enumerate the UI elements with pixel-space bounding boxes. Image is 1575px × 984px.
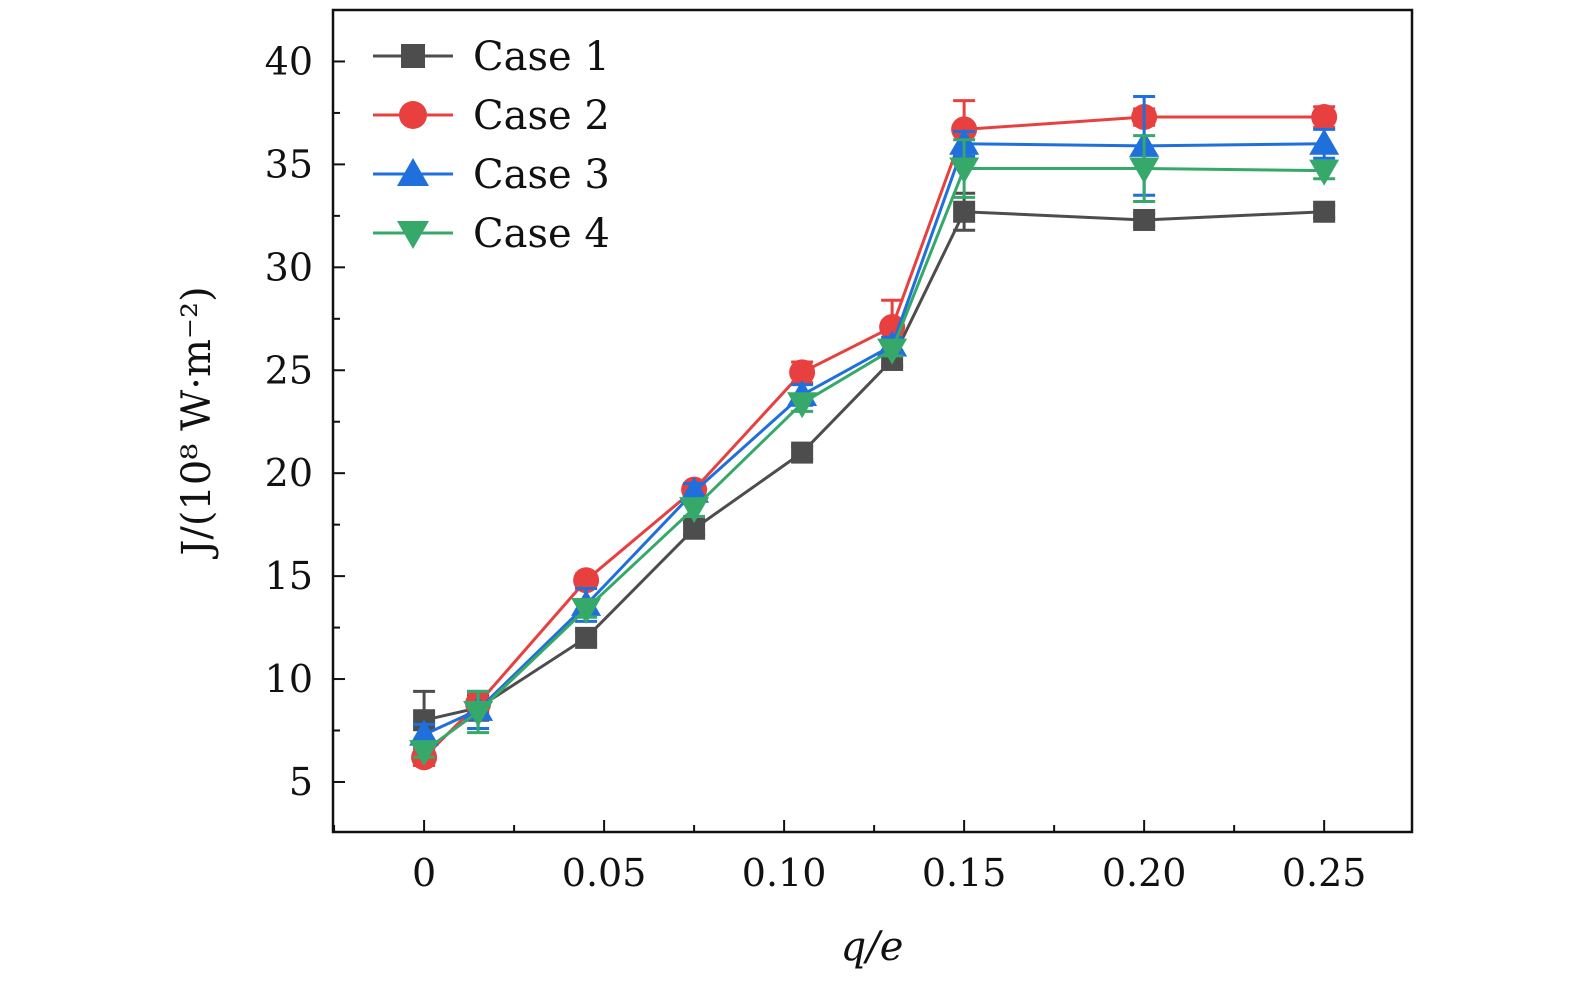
legend-item: Case 3 <box>373 152 610 198</box>
marker-square <box>401 44 425 68</box>
y-tick-label: 30 <box>265 245 313 289</box>
x-tick-label: 0.20 <box>1102 851 1187 895</box>
legend-label: Case 2 <box>473 93 610 139</box>
legend-label: Case 4 <box>473 211 610 257</box>
axes: 0 0.05 0.10 0.15 0.20 0.25 5 10 15 20 25 30 35 40 <box>265 39 1367 895</box>
legend-label: Case 3 <box>473 152 610 198</box>
legend-item: Case 1 <box>373 34 610 80</box>
marker-square <box>1313 200 1336 223</box>
y-tick-label: 20 <box>265 451 313 495</box>
marker-circle <box>1311 104 1338 131</box>
plot-marks <box>409 94 1340 771</box>
marker-circle <box>789 359 816 386</box>
marker-triangle-down <box>787 392 818 419</box>
marker-triangle-down <box>877 338 908 365</box>
marker-triangle-up <box>1309 128 1340 155</box>
legend-label: Case 1 <box>473 34 610 80</box>
marker-triangle-up <box>409 719 440 746</box>
marker-triangle-down <box>409 740 440 767</box>
series-case-2 <box>411 99 1338 771</box>
marker-square <box>791 441 814 464</box>
marker-square <box>953 200 976 223</box>
series-case-1 <box>413 191 1336 751</box>
legend-item: Case 4 <box>373 211 610 257</box>
x-tick-label: 0.05 <box>562 851 647 895</box>
y-axis-label: J/(10⁸ W·m⁻²) <box>174 286 220 559</box>
x-tick-label: 0 <box>412 851 436 895</box>
series-line <box>423 210 1325 722</box>
y-tick-label: 5 <box>289 760 313 804</box>
y-tick-label: 35 <box>265 142 313 186</box>
legend-item: Case 2 <box>373 93 610 139</box>
legend: Case 1 Case 2 Case 3 Case 4 <box>373 34 610 257</box>
x-tick-label: 0.25 <box>1282 851 1367 895</box>
marker-triangle-down <box>1309 159 1340 186</box>
marker-triangle-down <box>679 497 710 524</box>
marker-triangle-down <box>1129 157 1160 184</box>
y-tick-label: 40 <box>265 39 313 83</box>
x-axis-label: q/e <box>841 924 904 970</box>
series-case-4 <box>409 134 1340 767</box>
marker-circle <box>573 567 600 594</box>
marker-square <box>575 626 598 649</box>
marker-triangle-up <box>397 158 429 186</box>
marker-triangle-down <box>949 157 980 184</box>
y-tick-label: 10 <box>265 657 313 701</box>
marker-triangle-down <box>397 221 429 249</box>
marker-square <box>1133 208 1156 231</box>
marker-circle <box>399 101 427 129</box>
marker-triangle-down <box>571 598 602 625</box>
x-tick-label: 0.10 <box>742 851 827 895</box>
marker-triangle-up <box>679 476 710 503</box>
y-tick-label: 25 <box>265 348 313 392</box>
y-tick-label: 15 <box>265 554 313 598</box>
marker-square <box>683 517 706 540</box>
x-tick-label: 0.15 <box>922 851 1007 895</box>
marker-triangle-down <box>463 700 494 727</box>
